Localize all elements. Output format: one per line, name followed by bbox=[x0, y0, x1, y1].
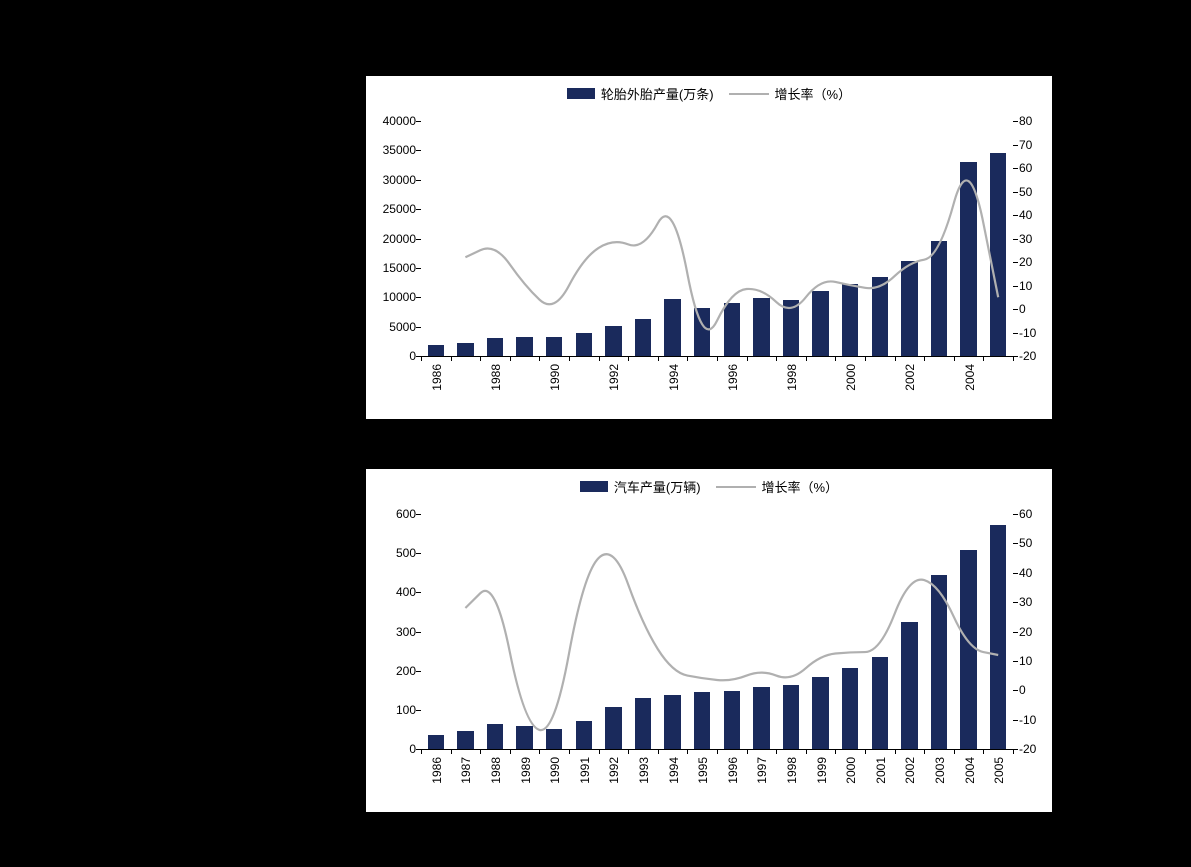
x-tick-label: 1998 bbox=[785, 364, 799, 391]
x-tick-label: 2004 bbox=[963, 364, 977, 391]
y-right-tick-label: 0 bbox=[1019, 683, 1054, 697]
x-tick-label: 1986 bbox=[430, 757, 444, 784]
legend-bar-swatch bbox=[580, 481, 608, 492]
x-tick-label: 1994 bbox=[667, 364, 681, 391]
y-right-tick-label: 40 bbox=[1019, 566, 1054, 580]
x-tick-label: 1990 bbox=[548, 364, 562, 391]
auto-production-chart: 汽车产量(万辆) 增长率（%） 0 100 200 300 400 500 600 -20 -10 0… bbox=[365, 468, 1053, 813]
y-left-tick-label: 0 bbox=[371, 349, 416, 363]
y-right-tick-label: 10 bbox=[1019, 654, 1054, 668]
y-right-tick-label: 10 bbox=[1019, 279, 1054, 293]
y-right-tick-label: 60 bbox=[1019, 507, 1054, 521]
y-right-tick-label: 50 bbox=[1019, 185, 1054, 199]
y-right-tick-label: 20 bbox=[1019, 255, 1054, 269]
y-right-tick-label: 70 bbox=[1019, 138, 1054, 152]
legend-bar-item: 汽车产量(万辆) bbox=[580, 477, 701, 496]
y-right-tick-label: 80 bbox=[1019, 114, 1054, 128]
y-right-tick-label: -20 bbox=[1019, 349, 1054, 363]
x-tick-label: 2001 bbox=[874, 757, 888, 784]
x-tick-label: 1999 bbox=[815, 757, 829, 784]
legend-line-item: 增长率（%） bbox=[716, 477, 839, 496]
x-tick-label: 1995 bbox=[696, 757, 710, 784]
x-tick-label: 2002 bbox=[903, 364, 917, 391]
x-tick-label: 2005 bbox=[992, 757, 1006, 784]
y-left-tick-label: 300 bbox=[371, 625, 416, 639]
x-tick-label: 1992 bbox=[607, 757, 621, 784]
chart-legend: 轮胎外胎产量(万条) 增长率（%） bbox=[366, 76, 1052, 103]
y-left-tick-label: 25000 bbox=[371, 202, 416, 216]
x-tick-label: 1992 bbox=[607, 364, 621, 391]
legend-bar-swatch bbox=[567, 88, 595, 99]
y-left-tick-label: 40000 bbox=[371, 114, 416, 128]
x-tick-label: 1987 bbox=[459, 757, 473, 784]
growth-line bbox=[421, 514, 1013, 749]
y-left-tick-label: 200 bbox=[371, 664, 416, 678]
x-tick-label: 1986 bbox=[430, 364, 444, 391]
y-right-tick-label: 30 bbox=[1019, 595, 1054, 609]
tire-production-chart: 轮胎外胎产量(万条)增长率（%）050001000015000200002500… bbox=[365, 75, 1053, 420]
y-left-tick-label: 0 bbox=[371, 742, 416, 756]
y-left-tick-label: 15000 bbox=[371, 261, 416, 275]
legend-line-swatch bbox=[716, 486, 756, 488]
chart-legend: 汽车产量(万辆) 增长率（%） bbox=[366, 469, 1052, 496]
x-tick-label: 2000 bbox=[844, 364, 858, 391]
x-tick-label: 1988 bbox=[489, 364, 503, 391]
y-right-tick-label: 60 bbox=[1019, 161, 1054, 175]
legend-bar-item: 轮胎外胎产量(万条) bbox=[567, 84, 714, 103]
y-right-tick-label: 50 bbox=[1019, 536, 1054, 550]
y-left-tick-label: 20000 bbox=[371, 232, 416, 246]
plot-area bbox=[421, 121, 1013, 356]
legend-line-item: 增长率（%） bbox=[729, 84, 852, 103]
x-tick-label: 2004 bbox=[963, 757, 977, 784]
y-left-tick-label: 600 bbox=[371, 507, 416, 521]
y-left-tick-label: 35000 bbox=[371, 143, 416, 157]
x-tick-label: 2000 bbox=[844, 757, 858, 784]
plot-area bbox=[421, 514, 1013, 749]
y-left-tick-label: 400 bbox=[371, 585, 416, 599]
y-right-tick-label: 20 bbox=[1019, 625, 1054, 639]
growth-line bbox=[421, 121, 1013, 356]
x-tick-label: 2003 bbox=[933, 757, 947, 784]
x-tick-label: 1988 bbox=[489, 757, 503, 784]
x-tick-label: 1989 bbox=[519, 757, 533, 784]
legend-line-label: 增长率（%） bbox=[762, 477, 839, 496]
x-tick-label: 1996 bbox=[726, 757, 740, 784]
y-left-tick-label: 500 bbox=[371, 546, 416, 560]
y-right-tick-label: 40 bbox=[1019, 208, 1054, 222]
y-left-tick-label: 5000 bbox=[371, 320, 416, 334]
y-left-tick-label: 30000 bbox=[371, 173, 416, 187]
y-left-tick-label: 10000 bbox=[371, 290, 416, 304]
x-tick-label: 1993 bbox=[637, 757, 651, 784]
y-left-tick-label: 100 bbox=[371, 703, 416, 717]
legend-bar-label: 轮胎外胎产量(万条) bbox=[601, 84, 714, 103]
legend-line-swatch bbox=[729, 93, 769, 95]
x-tick-label: 1998 bbox=[785, 757, 799, 784]
x-tick-label: 1991 bbox=[578, 757, 592, 784]
y-right-tick-label: -10 bbox=[1019, 713, 1054, 727]
x-tick-label: 1996 bbox=[726, 364, 740, 391]
legend-line-label: 增长率（%） bbox=[775, 84, 852, 103]
y-right-tick-label: -10 bbox=[1019, 326, 1054, 340]
y-right-tick-label: 0 bbox=[1019, 302, 1054, 316]
x-tick-label: 1997 bbox=[755, 757, 769, 784]
y-right-tick-label: -20 bbox=[1019, 742, 1054, 756]
x-tick-label: 2002 bbox=[903, 757, 917, 784]
x-tick-label: 1994 bbox=[667, 757, 681, 784]
legend-bar-label: 汽车产量(万辆) bbox=[614, 477, 701, 496]
y-right-tick-label: 30 bbox=[1019, 232, 1054, 246]
x-tick-label: 1990 bbox=[548, 757, 562, 784]
